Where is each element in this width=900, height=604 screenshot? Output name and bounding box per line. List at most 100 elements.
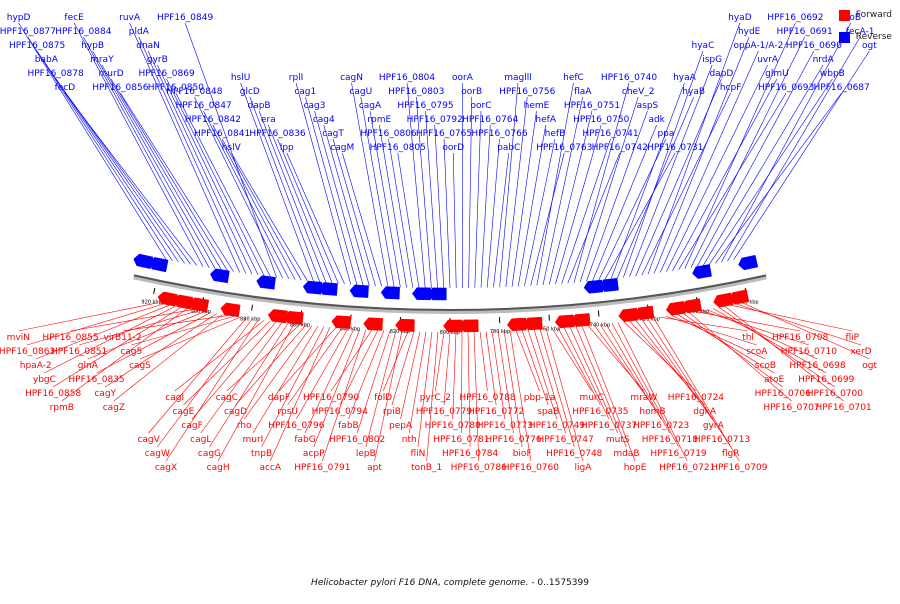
forward-gene-label: gyrA xyxy=(703,421,725,431)
forward-gene-label: cagE xyxy=(172,407,194,417)
forward-gene-label: nth xyxy=(402,435,417,445)
legend-reverse: Reverse xyxy=(839,30,892,44)
forward-gene-label: HPF16_0718 xyxy=(642,435,699,445)
forward-gene-arrow xyxy=(682,299,702,313)
forward-gene-label: HPF16_0794 xyxy=(312,407,369,417)
reverse-gene-label: lpp xyxy=(280,143,294,153)
reverse-gene-label: oorD xyxy=(442,143,464,153)
forward-gene-label: HPF16_0780 xyxy=(425,421,482,431)
forward-gene-label: HPF16_0786 xyxy=(451,463,508,473)
reverse-gene-label: adk xyxy=(648,115,665,125)
reverse-leader-line xyxy=(469,97,472,288)
forward-gene-label: rho xyxy=(237,421,252,431)
reverse-gene-label: oorC xyxy=(470,101,491,111)
reverse-gene-label: HPF16_0765 xyxy=(416,129,472,139)
forward-gene-label: mraW xyxy=(630,393,657,403)
reverse-leader-line xyxy=(543,97,583,285)
reverse-gene-label: fecE xyxy=(64,13,84,23)
forward-gene-label: hpaA-2 xyxy=(20,361,52,371)
forward-gene-label: HPF16_0772 xyxy=(468,407,524,417)
forward-gene-label: cagD xyxy=(224,407,247,417)
forward-gene-label: cagI xyxy=(165,393,184,403)
reverse-gene-arrow xyxy=(350,285,369,298)
forward-leader-line xyxy=(570,327,618,433)
forward-gene-label: cagX xyxy=(155,463,177,473)
forward-label: Forward xyxy=(856,10,892,20)
reverse-leader-line xyxy=(500,83,518,287)
reverse-gene-label: HPF16_0692 xyxy=(767,13,823,23)
reverse-gene-arrow xyxy=(210,269,229,283)
forward-gene-label: glnA xyxy=(78,361,99,371)
reverse-leader-line xyxy=(611,83,684,279)
reverse-gene-arrow xyxy=(381,287,400,300)
kbp-tick-label: 780 kbp xyxy=(490,329,510,335)
forward-gene-arrow xyxy=(221,303,240,317)
forward-gene-label: ligA xyxy=(575,463,593,473)
reverse-gene-label: cagU xyxy=(349,87,372,97)
reverse-gene-label: HPF16_0691 xyxy=(777,27,833,37)
forward-gene-label: hopE xyxy=(624,463,647,473)
forward-gene-label: HPF16_0724 xyxy=(668,393,725,403)
forward-gene-label: bioF xyxy=(513,449,532,459)
forward-gene-label: fabB xyxy=(338,421,359,431)
forward-gene-label: HPF16_0791 xyxy=(294,463,350,473)
reverse-leader-line xyxy=(654,37,749,273)
reverse-leader-line xyxy=(296,83,351,285)
reverse-leader-line xyxy=(407,83,425,288)
reverse-leader-line xyxy=(531,153,565,286)
reverse-leader-line xyxy=(481,125,490,288)
reverse-gene-label: cag3 xyxy=(304,101,326,111)
reverse-gene-label: maglll xyxy=(504,73,532,83)
reverse-leader-line xyxy=(453,153,456,288)
reverse-gene-label: HPF16_0766 xyxy=(471,129,528,139)
forward-gene-label: ogt xyxy=(862,361,877,371)
legend-forward: Forward xyxy=(839,8,892,22)
reverse-gene-label: cagN xyxy=(340,73,363,83)
forward-leader-line xyxy=(227,324,300,391)
forward-gene-label: virB11-2 xyxy=(104,333,142,343)
reverse-gene-label: babA xyxy=(35,55,59,65)
forward-gene-label: HPF16_0788 xyxy=(459,393,516,403)
reverse-gene-label: HPF16_0804 xyxy=(379,73,436,83)
reverse-gene-label: oorB xyxy=(461,87,482,97)
forward-gene-label: tnpB xyxy=(251,449,272,459)
reverse-gene-label: oorA xyxy=(452,73,474,83)
forward-gene-label: cagS xyxy=(129,361,151,371)
forward-gene-label: HPF16_0749 xyxy=(529,421,586,431)
kbp-tick-label: 920 kbp xyxy=(141,300,161,306)
forward-gene-label: HPF16_0776 xyxy=(485,435,542,445)
reverse-gene-arrow xyxy=(739,255,758,270)
forward-gene-label: HPF16_0699 xyxy=(798,375,855,385)
forward-gene-label: mviN xyxy=(7,333,30,343)
reverse-gene-label: HPF16_0690 xyxy=(786,41,843,51)
forward-gene-label: ybgC xyxy=(33,375,56,385)
reverse-gene-label: ruvA xyxy=(119,13,141,23)
reverse-gene-label: HPF16_0751 xyxy=(564,101,620,111)
forward-gene-label: rpmB xyxy=(50,403,74,413)
reverse-leader-line xyxy=(287,153,345,284)
forward-gene-label: HPF16_0748 xyxy=(546,449,603,459)
forward-gene-label: scoB xyxy=(755,361,776,371)
reverse-gene-label: hefB xyxy=(545,129,566,139)
forward-gene-label: folD xyxy=(374,393,392,403)
reverse-gene-label: ispG xyxy=(702,55,722,65)
forward-gene-label: HPF16_0760 xyxy=(503,463,560,473)
reverse-gene-label: HPF16_0731 xyxy=(647,143,703,153)
forward-gene-arrow xyxy=(729,290,749,305)
reverse-gene-label: oppA-1/A-2 xyxy=(733,41,783,51)
forward-gene-arrow xyxy=(332,316,351,329)
forward-gene-label: HPF16_0713 xyxy=(694,435,750,445)
forward-leader-line xyxy=(461,332,462,433)
reverse-gene-label: HPF16_0848 xyxy=(166,87,223,97)
reverse-leader-line xyxy=(493,153,508,287)
reverse-gene-label: cag4 xyxy=(313,115,335,125)
reverse-leader-line xyxy=(728,37,861,261)
forward-gene-label: flgR xyxy=(722,449,740,459)
forward-gene-label: HPF16_0796 xyxy=(268,421,325,431)
forward-leader-line xyxy=(731,305,853,331)
reverse-gene-label: hyaC xyxy=(692,41,715,51)
reverse-gene-label: HPF16_0742 xyxy=(592,143,648,153)
forward-leader-line xyxy=(392,332,414,405)
reverse-leader-line xyxy=(305,97,357,285)
